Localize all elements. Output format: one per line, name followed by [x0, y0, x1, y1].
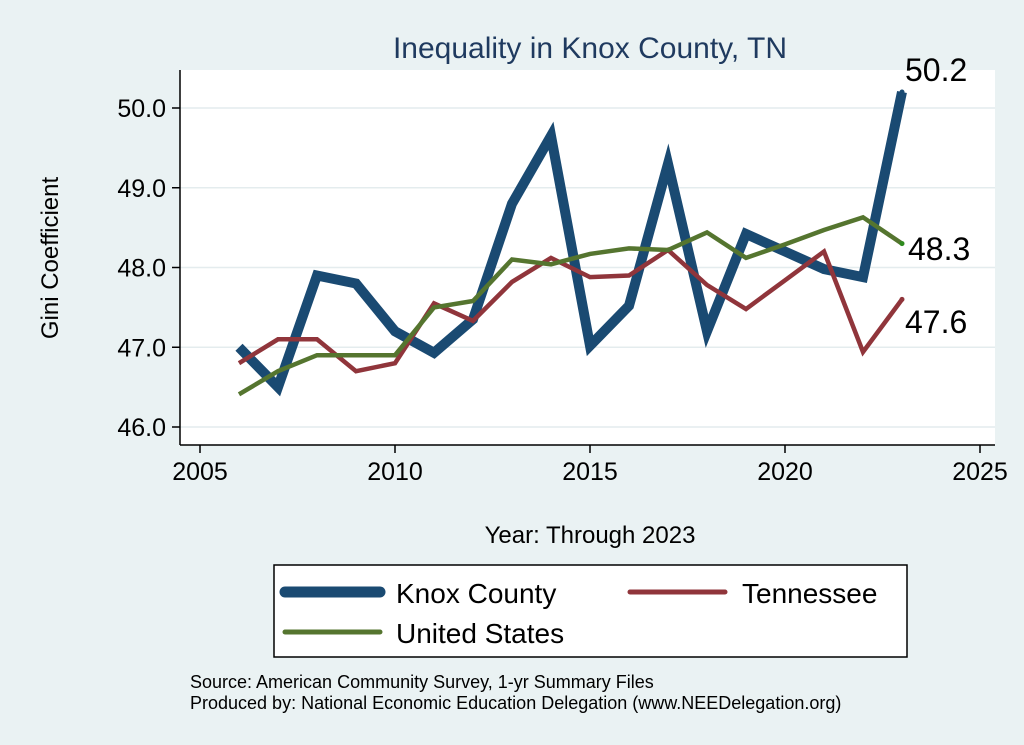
y-tick-label: 48.0 [117, 255, 166, 283]
x-tick-label: 2020 [757, 458, 813, 486]
plot-area [180, 70, 995, 445]
series-group [235, 89, 907, 397]
axes [172, 70, 995, 453]
legend: Knox County Tennessee United States [273, 564, 908, 658]
legend-box [273, 564, 908, 658]
source-line: Source: American Community Survey, 1-yr … [190, 672, 654, 692]
chart-title: Inequality in Knox County, TN [393, 32, 787, 65]
x-tick-label: 2015 [562, 458, 618, 486]
end-label-tn: 47.6 [905, 304, 967, 340]
x-tick-label: 2010 [367, 458, 423, 486]
y-tick-label: 46.0 [117, 414, 166, 442]
legend-label-united-states: United States [396, 618, 564, 649]
legend-label-tennessee: Tennessee [742, 578, 877, 609]
y-axis-label: Gini Coefficient [37, 177, 64, 340]
legend-label-knox: Knox County [396, 578, 556, 609]
end-marker-tennessee [899, 296, 905, 302]
end-marker-united-states [899, 241, 905, 247]
x-tick-label: 2025 [952, 458, 1008, 486]
x-tick-label: 2005 [172, 458, 228, 486]
end-marker-knox [899, 89, 905, 95]
end-label-knox: 50.2 [905, 52, 967, 88]
y-tick-label: 47.0 [117, 334, 166, 362]
tick-labels: 46.0 47.0 48.0 49.0 50.0 2005 2010 2015 2020 2025 [117, 95, 1007, 486]
series-line-united-states [237, 214, 904, 397]
produced-by-line: Produced by: National Economic Education… [190, 693, 841, 713]
x-axis-label: Year: Through 2023 [485, 522, 696, 549]
series-line-knox [235, 90, 907, 397]
y-tick-label: 49.0 [117, 175, 166, 203]
y-tick-label: 50.0 [117, 95, 166, 123]
end-label-us: 48.3 [908, 231, 970, 267]
series-line-tennessee [237, 247, 904, 374]
